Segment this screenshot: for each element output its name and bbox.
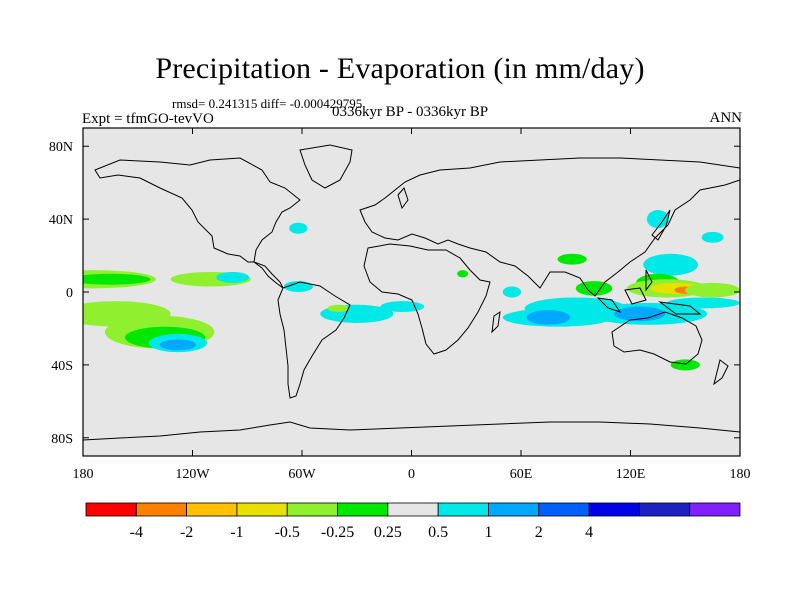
coast-indonesia <box>596 269 702 315</box>
coast-north-america <box>94 157 301 263</box>
lon-tick-label: 0 <box>408 467 415 482</box>
lon-tick-label: 60W <box>288 467 316 482</box>
field-patch <box>457 270 469 278</box>
field-patch <box>526 310 571 325</box>
lat-tick-label: 40N <box>49 213 73 228</box>
lat-tick-label: 80S <box>51 432 73 447</box>
field-patch <box>83 273 151 285</box>
coast-new-zealand <box>713 359 729 386</box>
field-patch <box>502 286 521 298</box>
field-patch <box>557 253 587 265</box>
field-patch <box>670 359 700 371</box>
field-patch <box>159 339 197 351</box>
colorbar-swatch <box>85 502 137 517</box>
coast-south-america <box>277 281 351 399</box>
field-patch <box>289 222 308 234</box>
coast-madagascar <box>491 310 501 334</box>
pe-field-contours <box>83 210 740 371</box>
lon-tick-label: 60E <box>510 467 533 482</box>
coast-australia <box>611 311 703 365</box>
coast-antarctica <box>83 421 740 441</box>
latitude-axis: 80N 40N 0 40S 80S <box>49 140 740 447</box>
colorbar-label: -4 <box>130 524 143 541</box>
colorbar-swatch <box>236 502 288 517</box>
colorbar-label: -0.5 <box>275 524 300 541</box>
colorbar: -4 -2 -1 -0.5 -0.25 0.25 0.5 1 2 4 <box>85 502 741 541</box>
field-patch <box>701 231 724 243</box>
coast-eurasia <box>359 157 740 297</box>
colorbar-label: -0.25 <box>321 524 354 541</box>
lon-tick-label: 180 <box>73 467 94 482</box>
coast-greenland <box>299 144 353 189</box>
colorbar-label: 2 <box>535 524 543 541</box>
colorbar-label: 4 <box>585 524 593 541</box>
colorbar-swatch <box>437 502 489 517</box>
field-patch <box>575 281 613 296</box>
period-subtitle: 0336kyr BP - 0336kyr BP <box>331 104 489 120</box>
field-patch <box>283 281 313 292</box>
colorbar-swatch <box>538 502 590 517</box>
colorbar-swatch <box>638 502 691 517</box>
field-patch <box>643 253 699 276</box>
lat-tick-label: 40S <box>51 359 73 374</box>
colorbar-swatch <box>337 502 389 517</box>
coast-africa <box>363 243 491 355</box>
colorbar-swatch <box>186 502 238 517</box>
lat-tick-label: 80N <box>49 140 73 155</box>
colorbar-swatch <box>387 502 439 517</box>
colorbar-swatch <box>488 502 540 517</box>
colorbar-label: 0.25 <box>374 524 402 541</box>
colorbar-label: 0.5 <box>428 524 448 541</box>
coast-uk <box>397 187 409 210</box>
colorbar-swatch <box>135 502 188 517</box>
season-label: ANN <box>709 110 743 126</box>
lon-tick-label: 180 <box>730 467 751 482</box>
lon-tick-label: 120E <box>616 467 646 482</box>
field-patch <box>327 304 350 313</box>
coast-japan <box>651 209 671 241</box>
field-patch <box>667 297 740 309</box>
coastlines <box>83 144 740 441</box>
colorbar-label: 1 <box>484 524 492 541</box>
plot-title: Precipitation - Evaporation (in mm/day) <box>155 52 645 85</box>
field-patch <box>646 210 669 229</box>
colorbar-swatch <box>286 502 338 517</box>
colorbar-label: -1 <box>230 524 243 541</box>
colorbar-label: -2 <box>180 524 193 541</box>
longitude-axis: 180 120W 60W 0 60E 120E 180 <box>73 128 751 482</box>
field-patch <box>216 271 250 283</box>
lon-tick-label: 120W <box>175 467 210 482</box>
field-patch <box>685 282 740 298</box>
colorbar-swatch <box>689 502 741 517</box>
field-patch <box>380 301 425 313</box>
rmsd-diff-stats: rmsd= 0.241315 diff= -0.000429795 <box>172 96 363 111</box>
field-patch <box>614 306 666 322</box>
experiment-label: Expt = tfmGO-tevVO <box>82 111 214 127</box>
lat-tick-label: 0 <box>66 286 73 301</box>
colorbar-swatch <box>588 502 640 517</box>
